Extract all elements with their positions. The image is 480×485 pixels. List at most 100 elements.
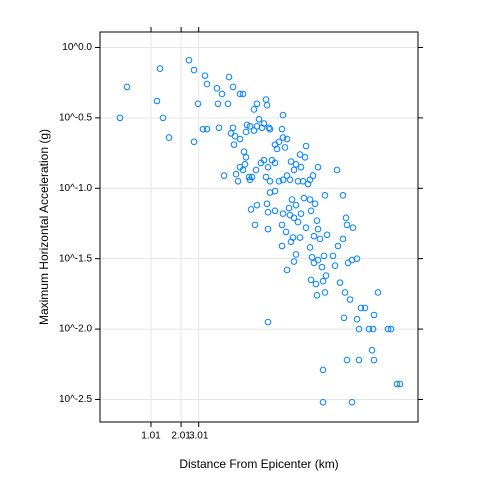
point (323, 231, 331, 239)
point (300, 194, 308, 202)
point (242, 128, 250, 136)
point (292, 201, 300, 209)
point (252, 166, 260, 174)
point (286, 176, 294, 184)
point (342, 214, 350, 222)
x-tick-label: 1.01 (141, 431, 161, 442)
point (278, 242, 286, 250)
point (203, 80, 211, 88)
point (306, 196, 314, 203)
point (241, 161, 249, 168)
x-tick-label: 3.01 (189, 431, 209, 442)
point (250, 106, 258, 113)
point (283, 266, 291, 274)
point (214, 100, 222, 108)
point (307, 276, 315, 284)
point (287, 238, 295, 246)
point (239, 90, 247, 98)
point (320, 252, 328, 260)
point (311, 200, 319, 208)
y-tick-label: 10^-1.5 (59, 253, 92, 264)
point (287, 158, 295, 165)
point (271, 187, 279, 195)
point (340, 314, 348, 322)
point (302, 224, 310, 232)
point (297, 163, 305, 171)
point (310, 232, 318, 240)
point (266, 177, 274, 185)
point (185, 56, 193, 64)
point (253, 201, 261, 209)
point (288, 196, 296, 203)
point (262, 173, 270, 181)
point (313, 291, 321, 299)
point (159, 114, 167, 122)
point (236, 135, 244, 143)
point (263, 200, 271, 208)
point (292, 251, 300, 258)
point (234, 177, 242, 185)
point (343, 221, 351, 229)
point (321, 289, 329, 296)
point (316, 235, 324, 243)
point (153, 97, 161, 105)
point (355, 356, 363, 364)
point (339, 235, 347, 243)
point (190, 138, 198, 146)
point (355, 325, 363, 333)
point (396, 380, 404, 388)
point (229, 124, 237, 132)
point (336, 279, 344, 286)
point (312, 280, 320, 288)
point (250, 127, 258, 134)
point (334, 242, 342, 250)
point (165, 134, 173, 141)
point (232, 170, 240, 178)
point (123, 83, 131, 91)
point (264, 225, 272, 233)
point (297, 210, 305, 217)
point (247, 206, 255, 213)
point (281, 144, 289, 151)
point (199, 125, 207, 133)
point (292, 161, 300, 168)
point (116, 114, 124, 122)
point (242, 154, 250, 161)
point (314, 163, 322, 171)
point (329, 252, 337, 260)
point (240, 148, 248, 155)
point (231, 132, 239, 140)
point (314, 225, 322, 233)
point (307, 207, 315, 215)
point (361, 304, 369, 312)
x-axis-label: Distance From Epicenter (km) (179, 457, 338, 471)
point (308, 253, 316, 261)
point (341, 289, 349, 296)
point (279, 134, 287, 141)
point (319, 398, 327, 406)
point (260, 156, 268, 164)
point (264, 318, 272, 326)
point (265, 124, 273, 132)
point (313, 217, 321, 224)
point (253, 100, 261, 108)
point (229, 83, 237, 91)
point (220, 172, 228, 179)
point (370, 356, 378, 364)
y-axis-label: Maximum Horizontal Acceleration (g) (37, 129, 51, 325)
point (318, 263, 326, 271)
point (279, 111, 287, 119)
point (271, 207, 279, 215)
y-tick-label: 10^-1.0 (59, 183, 92, 194)
point (285, 204, 293, 212)
point (260, 120, 268, 127)
point (357, 304, 365, 312)
point (190, 66, 198, 74)
point (387, 325, 395, 333)
point (248, 173, 256, 181)
point (224, 100, 232, 108)
point (353, 315, 361, 323)
point (230, 141, 238, 148)
point (294, 218, 302, 226)
point (218, 90, 226, 98)
